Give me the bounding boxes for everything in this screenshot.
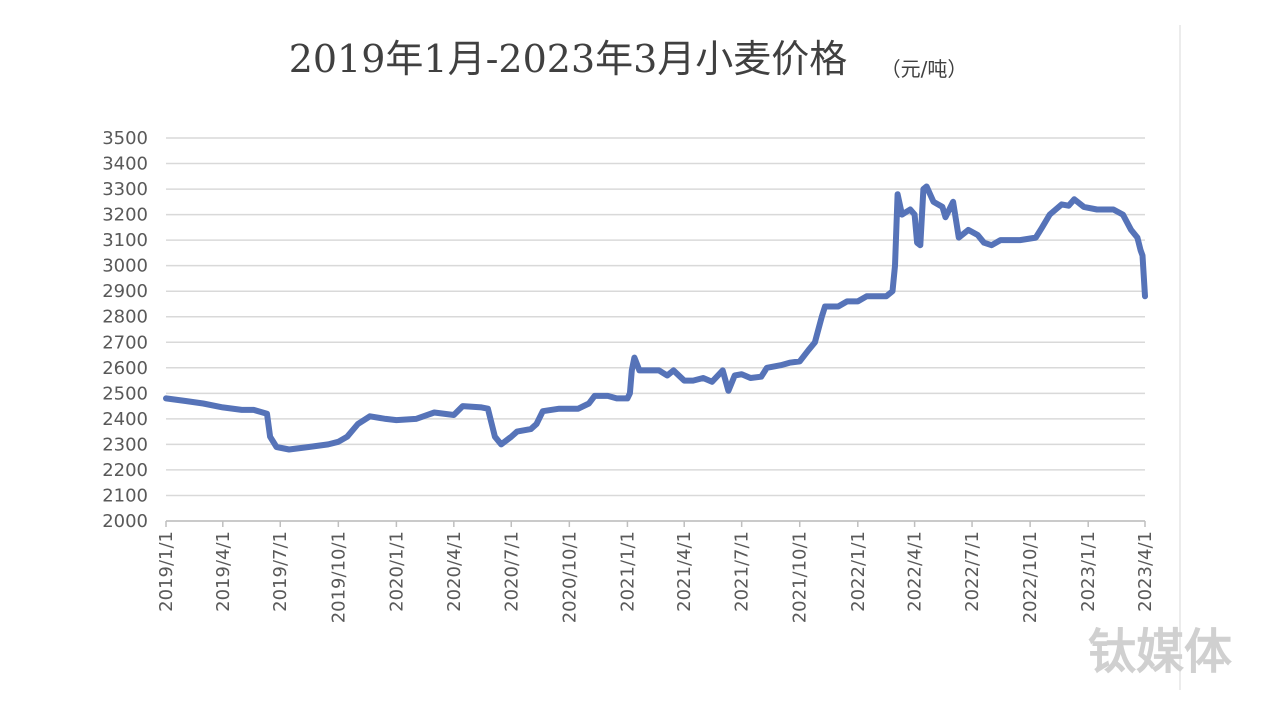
x-tick-label: 2021/7/1 <box>732 531 753 612</box>
x-tick-label: 2020/10/1 <box>559 531 580 623</box>
y-tick-label: 3500 <box>102 128 148 149</box>
x-tick-label: 2020/4/1 <box>444 531 465 612</box>
x-tick-label: 2022/4/1 <box>905 531 926 612</box>
y-tick-label: 2700 <box>102 332 148 353</box>
x-tick-label: 2023/1/1 <box>1078 531 1099 612</box>
y-tick-label: 3200 <box>102 205 148 226</box>
y-tick-label: 2000 <box>102 511 148 532</box>
y-tick-label: 2800 <box>102 307 148 328</box>
x-tick-label: 2019/1/1 <box>156 531 177 612</box>
x-tick-label: 2022/10/1 <box>1020 531 1041 623</box>
x-tick-label: 2022/7/1 <box>962 531 983 612</box>
watermark: 钛媒体 <box>1088 624 1232 680</box>
price-line <box>163 183 1148 453</box>
y-tick-label: 2300 <box>102 434 148 455</box>
y-tick-label: 2600 <box>102 358 148 379</box>
x-tick-label: 2020/1/1 <box>386 531 407 612</box>
x-tick-label: 2019/10/1 <box>328 531 349 623</box>
chart-title: 2019年1月-2023年3月小麦价格 <box>289 37 848 81</box>
unit-label: （元/吨） <box>881 57 968 81</box>
y-tick-label: 3100 <box>102 230 148 251</box>
x-tick-label: 2019/4/1 <box>213 531 234 612</box>
y-tick-label: 2900 <box>102 281 148 302</box>
y-tick-label: 3400 <box>102 154 148 175</box>
x-tick-label: 2021/10/1 <box>790 531 811 623</box>
x-tick-label: 2021/1/1 <box>617 531 638 612</box>
x-tick-label: 2022/1/1 <box>848 531 869 612</box>
x-tick-label: 2020/7/1 <box>501 531 522 612</box>
y-tick-label: 2400 <box>102 409 148 430</box>
x-tick-label: 2019/7/1 <box>270 531 291 612</box>
y-tick-label: 3300 <box>102 179 148 200</box>
y-tick-label: 2100 <box>102 485 148 506</box>
x-tick-label: 2021/4/1 <box>674 531 695 612</box>
y-tick-label: 2200 <box>102 460 148 481</box>
y-tick-label: 2500 <box>102 383 148 404</box>
x-tick-label: 2023/4/1 <box>1135 531 1156 612</box>
y-tick-label: 3000 <box>102 256 148 277</box>
